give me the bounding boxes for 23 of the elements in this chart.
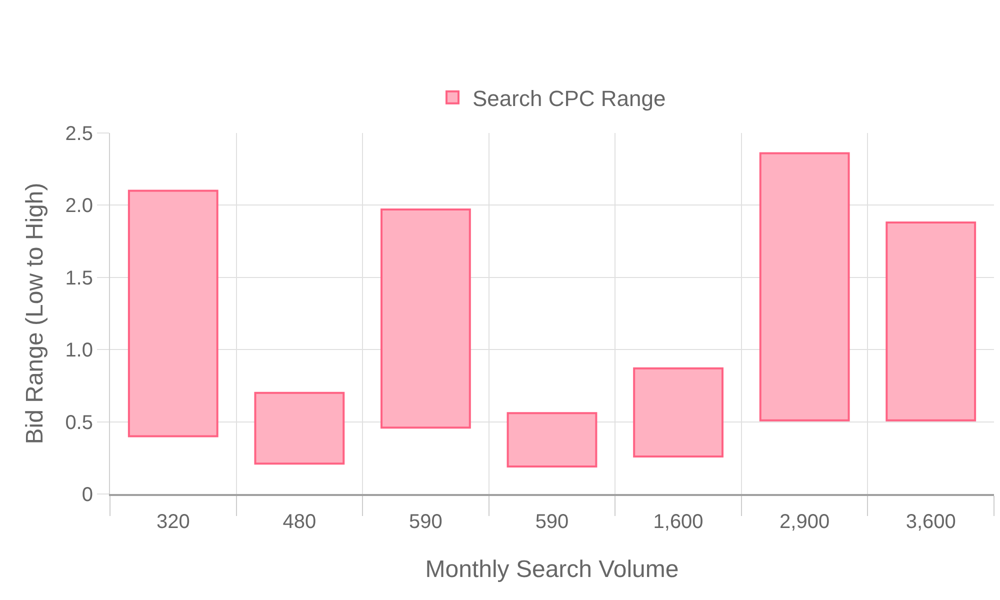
x-tick-label: 320	[156, 511, 190, 533]
x-tick-label: 2,900	[780, 511, 830, 533]
x-tick-label: 1,600	[653, 511, 704, 533]
y-tick-label: 2.5	[65, 123, 93, 145]
y-tick-label: 1.5	[65, 267, 93, 290]
bar	[380, 208, 471, 429]
x-tick-label: 480	[282, 511, 316, 533]
y-tick-label: 1.0	[65, 340, 93, 362]
x-axis-title: Monthly Search Volume	[425, 556, 679, 583]
bar	[506, 412, 598, 468]
bar	[128, 190, 218, 438]
y-tick-label: 0.5	[65, 412, 93, 434]
legend-label: Search CPC Range	[472, 86, 666, 111]
x-tick-label: 590	[535, 511, 569, 533]
y-tick-label: 0	[82, 484, 93, 506]
bar	[886, 222, 976, 422]
y-axis-title: Bid Range (Low to High)	[21, 182, 48, 444]
bar	[759, 152, 850, 422]
x-tick-label: 3,600	[906, 511, 956, 533]
x-tick-label: 590	[409, 511, 442, 533]
bar	[254, 392, 345, 465]
y-tick-label: 2.0	[65, 195, 93, 218]
bar	[633, 367, 724, 458]
